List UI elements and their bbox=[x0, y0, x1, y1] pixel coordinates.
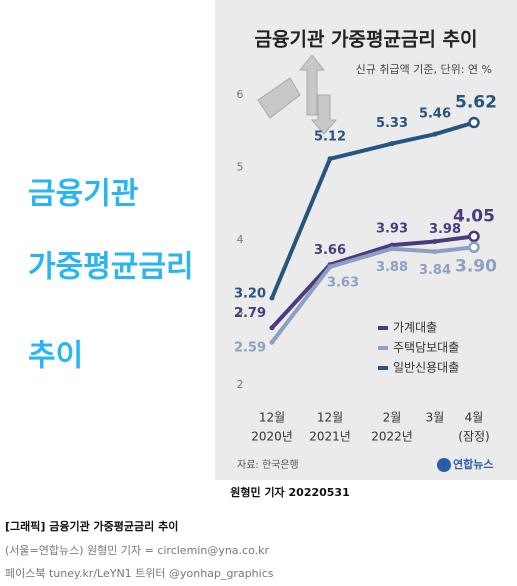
byline: 원형민 기자 20220531 bbox=[230, 485, 350, 499]
caption-line: (서울=연합뉴스) 원형민 기자 = circlemin@yna.co.kr bbox=[5, 544, 269, 557]
legend-label: 주택담보대출 bbox=[393, 341, 459, 355]
won-icon bbox=[257, 54, 338, 135]
side-title: 추이 bbox=[28, 339, 83, 374]
x-tick-label: 12월 bbox=[259, 411, 285, 425]
x-tick-label: 2022년 bbox=[371, 430, 413, 444]
y-tick-label: 3 bbox=[237, 306, 244, 319]
point bbox=[269, 325, 275, 331]
value-label: 3.20 bbox=[234, 287, 266, 302]
value-label: 3.98 bbox=[429, 222, 461, 237]
chart-background bbox=[215, 0, 517, 480]
value-label: 2.59 bbox=[234, 341, 266, 356]
logo-icon bbox=[437, 458, 451, 472]
point bbox=[389, 246, 395, 252]
value-label: 2.79 bbox=[234, 306, 266, 321]
value-label: 3.90 bbox=[455, 256, 497, 276]
value-label: 5.33 bbox=[376, 116, 408, 131]
point bbox=[468, 116, 480, 129]
value-label: 5.62 bbox=[455, 93, 497, 113]
x-tick-label: 4월 bbox=[465, 411, 484, 425]
x-tick-label: 2021년 bbox=[309, 430, 351, 444]
value-label: 5.46 bbox=[419, 107, 451, 122]
y-tick-label: 2 bbox=[237, 378, 244, 391]
point bbox=[327, 264, 333, 270]
side-title: 금융기관 bbox=[28, 177, 138, 212]
side-title: 가중평균금리 bbox=[28, 250, 194, 285]
legend-label: 일반신용대출 bbox=[393, 361, 459, 375]
x-tick-label: 2020년 bbox=[251, 430, 293, 444]
chart-title: 금융기관 가중평균금리 추이 bbox=[255, 29, 478, 51]
value-label: 3.93 bbox=[376, 222, 408, 237]
x-tick-label: 12월 bbox=[317, 411, 343, 425]
y-tick-label: 5 bbox=[237, 161, 244, 174]
point bbox=[269, 339, 275, 345]
value-label: 3.63 bbox=[327, 275, 359, 290]
value-label: 3.88 bbox=[376, 260, 408, 275]
y-tick-label: 6 bbox=[237, 88, 244, 101]
x-tick-label: (잠정) bbox=[458, 430, 489, 444]
caption-title: [그래픽] 금융기관 가중평균금리 추이 bbox=[5, 519, 178, 533]
value-label: 4.05 bbox=[453, 206, 495, 226]
point bbox=[389, 141, 395, 147]
y-tick-label: 4 bbox=[237, 233, 244, 246]
legend-label: 가계대출 bbox=[393, 321, 437, 335]
point bbox=[432, 131, 438, 137]
source: 자료: 한국은행 bbox=[237, 459, 299, 471]
point bbox=[432, 249, 438, 255]
point bbox=[432, 238, 438, 244]
point bbox=[327, 156, 333, 162]
point bbox=[269, 295, 275, 301]
x-tick-label: 3월 bbox=[426, 411, 445, 425]
logo: 연합뉴스 bbox=[453, 457, 493, 471]
point bbox=[468, 241, 480, 253]
value-label: 3.66 bbox=[314, 243, 346, 258]
value-label: 3.84 bbox=[419, 263, 451, 278]
point bbox=[468, 230, 480, 243]
caption-line: 페이스북 tuney.kr/LeYN1 트위터 @yonhap_graphics bbox=[5, 567, 274, 580]
chart-subtitle: 신규 취급액 기준, 단위: 연 % bbox=[356, 63, 492, 76]
value-label: 5.12 bbox=[314, 129, 346, 144]
x-tick-label: 2월 bbox=[383, 411, 402, 425]
